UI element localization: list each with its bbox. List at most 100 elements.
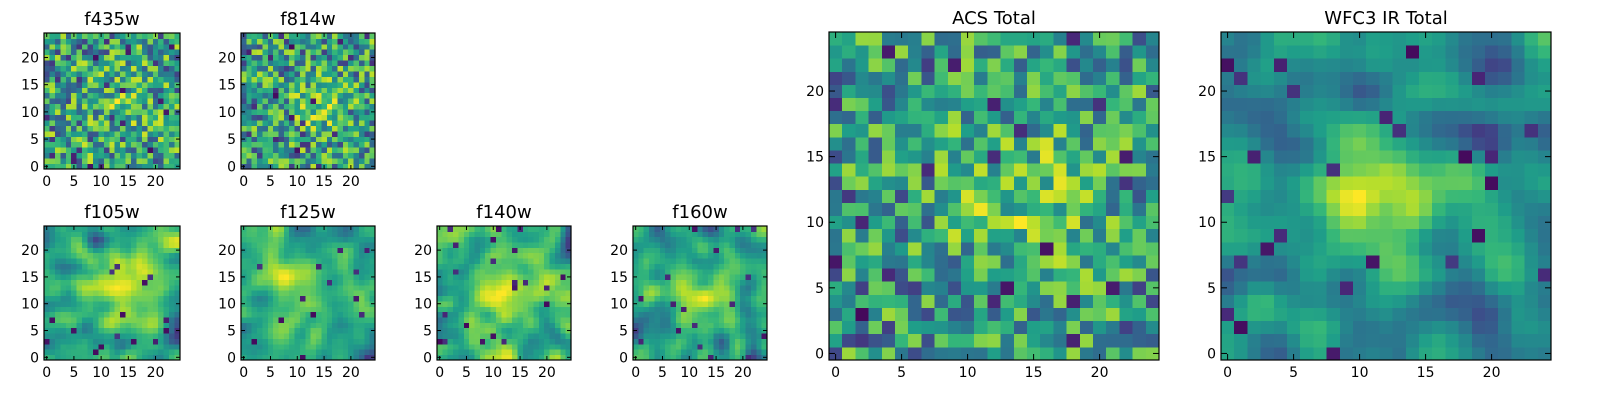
heatmap-cell [125,136,132,143]
heatmap-cell [479,258,486,264]
heatmap-cell [353,109,360,115]
heatmap-cell [348,60,354,67]
heatmap-cell [974,32,988,46]
heatmap-cell [114,163,121,170]
heatmap-cell [316,279,322,286]
heatmap-cell [273,158,279,164]
heatmap-cell [131,120,137,126]
heatmap-cell [1247,228,1261,243]
heatmap-cell [267,236,274,243]
heatmap-cell [152,338,159,345]
heatmap-cell [729,338,736,345]
heatmap-cell [1313,333,1327,348]
heatmap-cell [49,65,56,72]
heatmap-cell [257,290,263,297]
heatmap-cell [554,284,561,291]
heatmap-cell [82,338,88,345]
heatmap-cell [495,333,502,339]
heatmap-cell [158,120,165,126]
heatmap-cell [76,141,83,148]
heatmap-cell [469,268,475,275]
heatmap-cell [868,320,883,335]
heatmap-cell [654,247,661,254]
heatmap-cell [120,152,126,159]
heatmap-cell [1392,346,1407,361]
heatmap-cell [495,258,502,264]
heatmap-cell [643,317,650,323]
heatmap-cell [554,311,561,318]
heatmap-cell [241,306,247,313]
heatmap-cell [353,120,360,126]
heatmap-cell [136,147,143,154]
heatmap-cell [289,81,295,88]
heatmap-cell [908,307,922,322]
heatmap-cell [257,60,263,67]
heatmap-cell [934,136,949,151]
heatmap-cell [71,247,78,254]
heatmap-cell [141,147,148,154]
heatmap-cell [369,338,376,345]
heatmap-cell [141,43,148,50]
heatmap-cell [174,130,181,137]
heatmap-cell [87,81,94,88]
heatmap-cell [141,301,148,307]
heatmap-cell [49,130,56,137]
heatmap-cell [120,43,126,50]
y-tick-label: 10 [610,297,628,313]
heatmap-cell [305,231,312,238]
heatmap-cell [1485,255,1499,269]
heatmap-cell [92,147,99,154]
heatmap-cell [1000,136,1015,151]
heatmap-cell [109,49,116,56]
heatmap-cell [267,306,274,313]
heatmap-cell [294,258,301,264]
heatmap-cell [565,231,572,238]
heatmap-cell [447,226,454,232]
heatmap-cell [453,268,459,275]
x-tick-label: 0 [42,174,51,190]
heatmap-cell [283,109,290,115]
heatmap-cell [895,228,909,243]
heatmap-cell [98,125,105,132]
heatmap-cell [1339,176,1354,190]
heatmap-cell [241,349,247,356]
heatmap-cell [60,301,67,307]
heatmap-cell [316,125,322,132]
heatmap-cell [549,284,556,291]
heatmap-cell [474,274,481,280]
heatmap-cell [283,71,290,77]
heatmap-cell [299,125,306,132]
heatmap-cell [60,274,67,280]
heatmap-cell [364,114,371,121]
heatmap-cell [691,279,698,286]
heatmap-cell [638,349,645,356]
heatmap-cell [310,333,317,339]
heatmap-cell [544,252,550,259]
heatmap-cell [246,147,253,154]
heatmap-cell [565,338,572,345]
heatmap-cell [251,60,258,67]
heatmap-cell [961,71,975,85]
heatmap-cell [299,136,306,143]
heatmap-cell [458,349,465,356]
heatmap-cell [348,242,354,248]
heatmap-cell [120,81,126,88]
heatmap-cell [842,45,856,59]
heatmap-cell [881,123,896,138]
heatmap-cell [1379,268,1393,282]
heatmap-cell [60,81,67,88]
heatmap-cell [82,263,88,270]
heatmap-cell [724,306,730,313]
heatmap-cell [87,226,94,232]
heatmap-cell [251,71,258,77]
heatmap-cell [1260,241,1275,256]
heatmap-cell [241,38,247,45]
heatmap-cell [713,301,720,307]
heatmap-cell [1119,241,1133,256]
heatmap-cell [1260,255,1275,269]
heatmap-cell [560,242,567,248]
heatmap-cell [1066,110,1081,125]
heatmap-cell [1392,176,1407,190]
heatmap-cell [316,301,322,307]
heatmap-cell [337,38,344,45]
